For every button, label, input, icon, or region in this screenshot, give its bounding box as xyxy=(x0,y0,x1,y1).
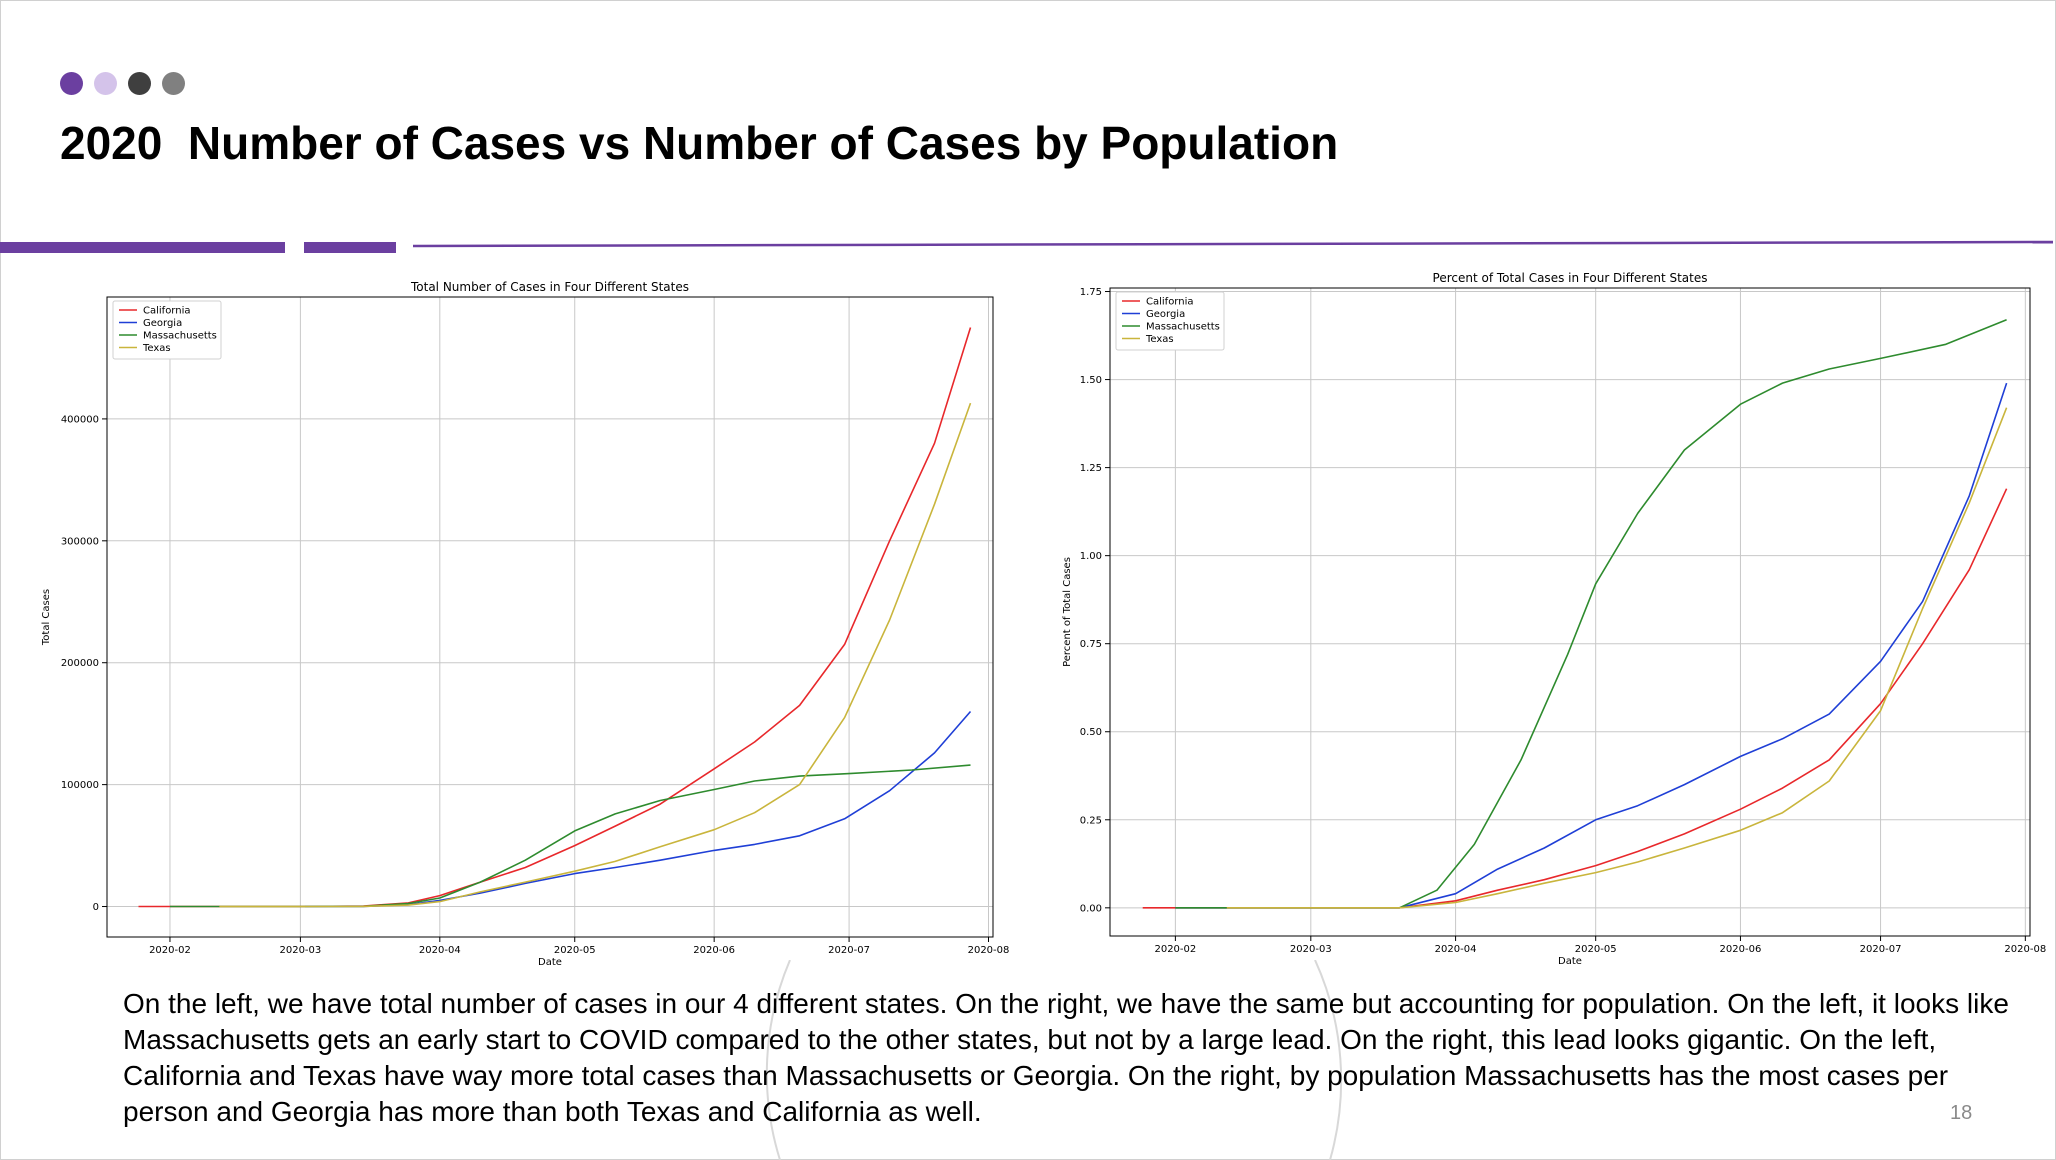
x-tick-label: 2020-03 xyxy=(279,945,321,956)
x-tick-label: 2020-07 xyxy=(828,945,870,956)
series-line-georgia xyxy=(304,710,972,908)
y-axis-label: Percent of Total Cases xyxy=(1062,557,1073,667)
y-axis-label: Total Cases xyxy=(41,589,52,646)
series-line-massachusetts xyxy=(170,764,971,908)
y-tick-label: 0 xyxy=(93,902,99,913)
total-cases-chart: 2020-02 2020-03 2020-04 2020-05 2020-06 2020-… xyxy=(20,270,1009,968)
x-tick-label: 2020-08 xyxy=(968,945,1010,956)
x-tick-label: 2020-02 xyxy=(1154,944,1196,955)
accent-line xyxy=(413,240,2053,248)
x-tick-label: 2020-07 xyxy=(1860,944,1902,955)
series-line-texas xyxy=(1226,407,2008,909)
legend-label-california: California xyxy=(1146,297,1194,308)
y-tick-label: 400000 xyxy=(61,414,99,425)
legend-label-texas: Texas xyxy=(142,343,171,354)
page-number: 18 xyxy=(1950,1102,1973,1124)
x-axis-label: Date xyxy=(538,957,562,968)
y-tick-label: 0.75 xyxy=(1080,639,1102,650)
chart-title: Percent of Total Cases in Four Different… xyxy=(1433,271,1708,285)
x-tick-label: 2020-02 xyxy=(149,945,191,956)
legend-label-georgia: Georgia xyxy=(1146,309,1185,320)
legend-label-massachusetts: Massachusetts xyxy=(143,331,217,342)
series-line-georgia xyxy=(1175,382,2008,909)
legend-box xyxy=(1115,291,1225,351)
dot-2 xyxy=(94,72,117,95)
chart-title: Total Number of Cases in Four Different … xyxy=(410,280,689,294)
x-tick-label: 2020-06 xyxy=(1720,944,1762,955)
x-tick-label: 2020-04 xyxy=(1435,944,1477,955)
x-tick-label: 2020-04 xyxy=(419,945,461,956)
series-line-california xyxy=(1142,488,2008,909)
y-tick-label: 1.00 xyxy=(1080,551,1102,562)
body-text: On the left, we have total number of cas… xyxy=(123,988,2009,1127)
slide-title: 2020 Number of Cases vs Number of Cases … xyxy=(60,117,1339,169)
x-tick-label: 2020-03 xyxy=(1290,944,1332,955)
series-line-california xyxy=(138,327,972,908)
series-line-texas xyxy=(219,402,972,908)
legend-label-massachusetts: Massachusetts xyxy=(1146,322,1220,333)
y-tick-label: 300000 xyxy=(61,536,99,547)
plot-frame xyxy=(106,296,994,938)
y-tick-label: 200000 xyxy=(61,658,99,669)
x-tick-label: 2020-06 xyxy=(693,945,735,956)
dot-4 xyxy=(162,72,185,95)
accent-bar-2 xyxy=(304,242,396,253)
accent-bar-1 xyxy=(0,242,285,253)
x-tick-label: 2020-08 xyxy=(2004,944,2046,955)
y-tick-label: 1.50 xyxy=(1080,375,1102,386)
x-axis-label: Date xyxy=(1558,956,1582,967)
decorative-arc xyxy=(765,960,1343,1160)
legend-label-california: California xyxy=(143,306,191,317)
legend-label-georgia: Georgia xyxy=(143,318,182,329)
x-tick-label: 2020-05 xyxy=(554,945,596,956)
y-tick-label: 0.00 xyxy=(1080,903,1102,914)
y-tick-label: 100000 xyxy=(61,780,99,791)
legend-label-texas: Texas xyxy=(1145,334,1174,345)
x-tick-label: 2020-05 xyxy=(1575,944,1617,955)
y-tick-label: 0.50 xyxy=(1080,727,1102,738)
y-tick-label: 1.25 xyxy=(1080,463,1102,474)
decorative-dots xyxy=(60,72,185,95)
legend-box xyxy=(112,300,222,360)
dot-3 xyxy=(128,72,151,95)
dot-1 xyxy=(60,72,83,95)
y-tick-label: 1.75 xyxy=(1080,287,1102,298)
plot-frame xyxy=(1109,287,2031,937)
percent-cases-chart: 2020-02 2020-03 2020-04 2020-05 2020-06 2020-… xyxy=(1040,266,2046,967)
series-line-massachusetts xyxy=(1175,318,2007,909)
y-tick-label: 0.25 xyxy=(1080,815,1102,826)
